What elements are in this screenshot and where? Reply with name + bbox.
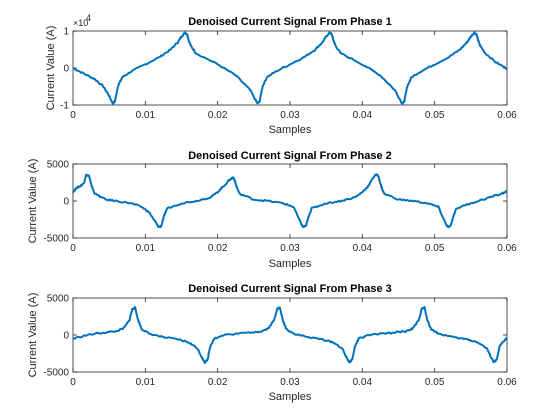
x-tick-label: 0.06 <box>497 377 517 388</box>
x-tick-label: 0.01 <box>136 243 156 254</box>
y-axis-exponent-power: 4 <box>86 13 91 23</box>
x-tick-label: 0.01 <box>136 110 156 121</box>
y-axis-label: Current Value (A) <box>27 159 39 244</box>
ticks: 0 0.01 0.02 0.03 0.04 0.05 0.06-101 <box>60 27 517 122</box>
y-tick-label: -1 <box>60 101 69 112</box>
x-tick-label: 0.02 <box>208 377 228 388</box>
subplot-phase-1: Denoised Current Signal From Phase 1 ×10… <box>45 13 517 136</box>
subplot-phase-2: Denoised Current Signal From Phase 2 Sam… <box>27 150 517 270</box>
x-tick-label: 0.04 <box>353 377 373 388</box>
subplot-phase-3: Denoised Current Signal From Phase 3 Sam… <box>27 283 517 403</box>
y-tick-label: 1 <box>63 27 69 38</box>
x-tick-label: 0.06 <box>497 243 517 254</box>
y-tick-label: 5000 <box>47 160 70 171</box>
plot-area <box>72 30 508 106</box>
y-axis-label: Current Value (A) <box>45 26 57 111</box>
x-axis-label: Samples <box>269 258 312 270</box>
series-line <box>72 31 508 105</box>
x-tick-label: 0.04 <box>353 243 373 254</box>
y-tick-label: 0 <box>63 331 69 342</box>
y-axis-exponent-base: ×10 <box>73 18 88 28</box>
y-tick-label: -5000 <box>43 368 69 379</box>
x-tick-label: 0.01 <box>136 377 156 388</box>
plot-area <box>72 163 508 239</box>
x-tick-label: 0.02 <box>208 243 228 254</box>
y-tick-label: 0 <box>63 64 69 75</box>
x-tick-label: 0.02 <box>208 110 228 121</box>
chart-title: Denoised Current Signal From Phase 3 <box>188 283 392 295</box>
x-tick-label: 0.05 <box>425 110 445 121</box>
y-tick-label: 0 <box>63 197 69 208</box>
x-tick-label: 0.05 <box>425 243 445 254</box>
chart-title: Denoised Current Signal From Phase 1 <box>188 16 392 28</box>
series-line <box>72 173 508 229</box>
x-tick-label: 0.03 <box>280 110 300 121</box>
x-axis-label: Samples <box>269 391 312 403</box>
x-tick-label: 0.03 <box>280 243 300 254</box>
y-tick-label: 5000 <box>47 294 70 305</box>
x-tick-label: 0.03 <box>280 377 300 388</box>
series-line <box>72 306 508 365</box>
x-tick-label: 0.05 <box>425 377 445 388</box>
x-axis-label: Samples <box>269 124 312 136</box>
chart-title: Denoised Current Signal From Phase 2 <box>188 150 392 162</box>
y-axis-label: Current Value (A) <box>27 293 39 378</box>
x-tick-label: 0 <box>70 377 76 388</box>
y-tick-label: -5000 <box>43 234 69 245</box>
x-tick-label: 0 <box>70 110 76 121</box>
plot-area <box>72 297 508 373</box>
x-tick-label: 0 <box>70 243 76 254</box>
x-tick-label: 0.06 <box>497 110 517 121</box>
x-tick-label: 0.04 <box>353 110 373 121</box>
